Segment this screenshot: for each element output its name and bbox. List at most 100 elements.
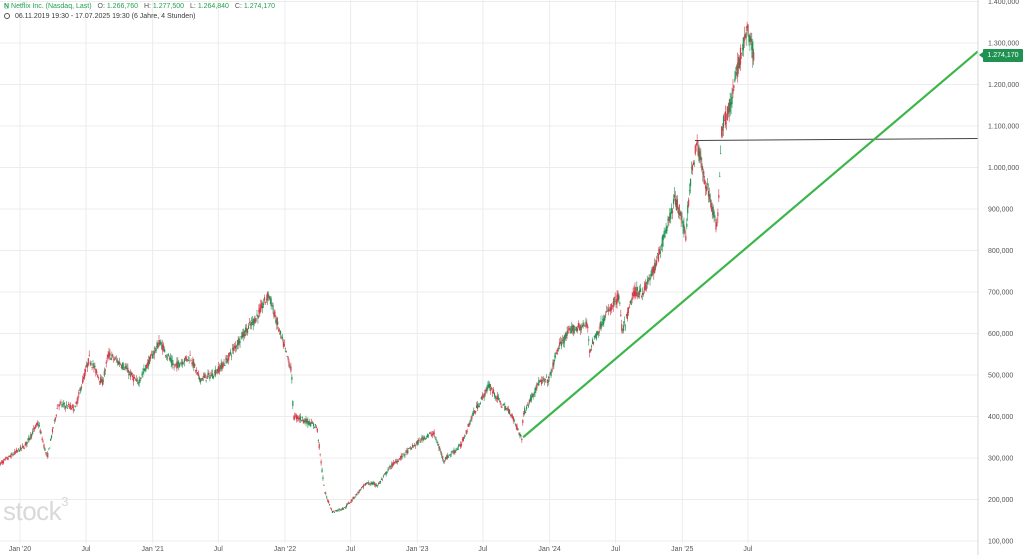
candle-body (633, 290, 635, 296)
candle-body (533, 392, 535, 395)
candle-body (673, 194, 676, 198)
drawn-annotations[interactable] (522, 50, 979, 439)
candle-body (334, 510, 336, 512)
candle-body (587, 326, 589, 329)
candle-body (230, 355, 233, 357)
candle-body (7, 458, 9, 460)
candle-body (545, 376, 547, 378)
candle-body (323, 484, 325, 486)
candle-body (93, 365, 95, 369)
candle-body (492, 389, 495, 393)
candle-body (332, 510, 334, 512)
candle-body (173, 366, 175, 368)
candle-body (602, 318, 604, 325)
candle-body (253, 318, 255, 324)
candle-body (243, 330, 245, 337)
candle-body (679, 212, 681, 216)
candle-body (192, 359, 194, 366)
candle-body (441, 453, 443, 456)
candle-body (45, 452, 47, 454)
candle-body (665, 227, 667, 233)
candle-body (133, 377, 136, 379)
candle-body (399, 457, 401, 460)
candle-body (18, 450, 21, 452)
candle-body (264, 301, 267, 303)
candle-body (371, 482, 373, 485)
candle-body (419, 441, 421, 443)
candle-body (699, 151, 701, 160)
candle-body (312, 423, 315, 426)
candle-body (77, 396, 79, 401)
candle-body (621, 324, 623, 331)
candle-body (180, 363, 182, 365)
candle-body (387, 469, 389, 471)
candle-body (234, 345, 236, 350)
candle-body (489, 384, 491, 388)
candle-body (24, 444, 26, 446)
candle-body (17, 448, 20, 450)
y-tick-label: 300,000 (988, 456, 1013, 463)
candle-body (201, 378, 203, 381)
candle-body (401, 455, 403, 458)
candle-body (583, 324, 585, 326)
candle-body (220, 362, 222, 368)
candle-body (194, 364, 196, 367)
candle-body (508, 408, 510, 413)
candle-body (666, 226, 668, 232)
candle-body (661, 236, 663, 247)
candle-body (254, 319, 256, 324)
candle-body (99, 377, 102, 384)
candle-body (191, 362, 193, 364)
candle-body (475, 411, 477, 413)
open-label: O: (97, 3, 105, 10)
candle-body (697, 145, 699, 156)
candle-body (219, 366, 221, 370)
candle-body (593, 335, 596, 338)
candle-body (605, 314, 607, 315)
candle-body (537, 384, 539, 385)
candle-body (172, 363, 174, 365)
candle-body (525, 412, 527, 413)
candle-body (171, 359, 173, 366)
candle-body (721, 127, 724, 132)
green-trendline[interactable] (522, 50, 979, 439)
candle-body (559, 341, 562, 344)
candle-body (532, 393, 534, 397)
candle-body (534, 388, 536, 393)
candle-body (261, 302, 263, 309)
candle-body (687, 205, 689, 214)
close-value: 1.274,170 (243, 3, 276, 10)
candle-body (296, 416, 299, 419)
candle-body (183, 358, 186, 362)
candle-body (70, 407, 72, 410)
candle-body (236, 344, 238, 346)
candle-body (108, 351, 110, 358)
candle-body (71, 405, 73, 406)
candle-body (481, 395, 483, 400)
candle-body (6, 457, 8, 460)
candle-body (363, 484, 366, 486)
candle-body (398, 458, 400, 460)
candle-body (426, 436, 428, 438)
y-tick-label: 600,000 (988, 331, 1013, 338)
candle-body (226, 359, 228, 364)
candle-body (627, 307, 629, 314)
candle-body (213, 371, 216, 373)
candle-body (581, 326, 583, 328)
candle-body (206, 375, 208, 379)
clock-icon (4, 13, 10, 19)
candle-body (544, 379, 547, 380)
candle-body (613, 298, 615, 305)
candle-body (723, 120, 726, 122)
candle-body (342, 507, 344, 510)
candle-body (656, 253, 659, 254)
candle-body (650, 273, 652, 276)
candle-body (540, 380, 542, 382)
candle-body (358, 492, 360, 493)
candle-body (167, 354, 170, 356)
horizontal-resistance-line[interactable] (694, 137, 979, 142)
candle-body (34, 425, 37, 428)
x-tick-label: Jan '25 (671, 546, 693, 553)
candle-body (303, 419, 305, 423)
